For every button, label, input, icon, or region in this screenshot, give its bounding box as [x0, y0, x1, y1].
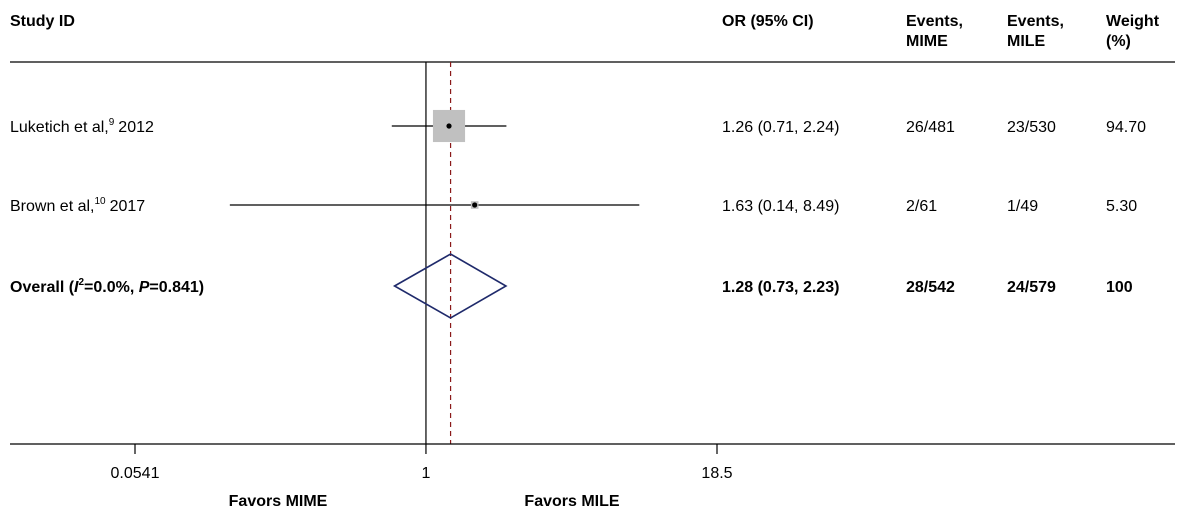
favors-left-label: Favors MIME: [229, 493, 328, 510]
study-label: Luketich et al,9 2012: [10, 117, 154, 136]
weight-value: 5.30: [1106, 198, 1137, 215]
x-tick-label: 18.5: [701, 465, 732, 482]
x-tick-label: 1: [422, 465, 431, 482]
events-mime-value: 26/481: [906, 119, 955, 136]
point-estimate: [446, 123, 452, 129]
header-weight-line2: (%): [1106, 33, 1131, 50]
weight-value: 94.70: [1106, 119, 1146, 136]
pooled-diamond: [392, 253, 508, 319]
or-ci-value: 1.26 (0.71, 2.24): [722, 119, 839, 136]
overall-label: Overall (I2=0.0%, P=0.841): [10, 277, 204, 296]
overall-row: Overall (I2=0.0%, P=0.841) 1.28 (0.73, 2…: [10, 253, 1133, 319]
header-weight-line1: Weight: [1106, 13, 1160, 30]
favors-right-label: Favors MILE: [524, 493, 619, 510]
header-study-id: Study ID: [10, 13, 75, 30]
or-ci-value: 1.63 (0.14, 8.49): [722, 198, 839, 215]
overall-events-mime-value: 28/542: [906, 279, 955, 296]
study-label: Brown et al,10 2017: [10, 196, 145, 215]
point-estimate: [472, 202, 478, 208]
overall-events-mile-value: 24/579: [1007, 279, 1056, 296]
events-mile-value: 23/530: [1007, 119, 1056, 136]
x-axis-ticks: 0.0541 1 18.5: [111, 444, 733, 482]
header-events-mime-line2: MIME: [906, 33, 948, 50]
header-events-mile-line1: Events,: [1007, 13, 1064, 30]
study-row: Luketich et al,9 2012 1.26 (0.71, 2.24) 2…: [10, 109, 1146, 143]
header-or-ci: OR (95% CI): [722, 13, 814, 30]
overall-or-ci-value: 1.28 (0.73, 2.23): [722, 279, 839, 296]
x-tick-label: 0.0541: [111, 465, 160, 482]
events-mime-value: 2/61: [906, 198, 937, 215]
header-events-mile-line2: MILE: [1007, 33, 1046, 50]
overall-weight-value: 100: [1106, 279, 1133, 296]
study-row: Brown et al,10 2017 1.63 (0.14, 8.49) 2/6…: [10, 196, 1137, 215]
events-mile-value: 1/49: [1007, 198, 1038, 215]
header-events-mime-line1: Events,: [906, 13, 963, 30]
